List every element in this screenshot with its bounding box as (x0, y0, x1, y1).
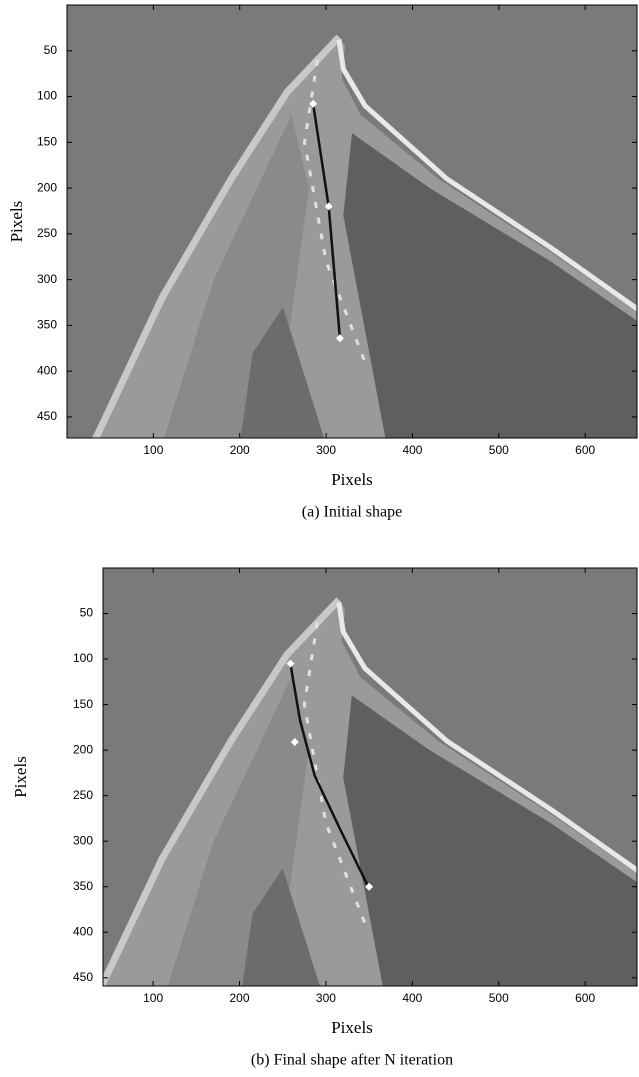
y-tick-label: 450 (73, 970, 93, 984)
y-tick-label: 450 (37, 409, 57, 423)
y-axis-label: Pixels (7, 201, 26, 243)
x-tick-label: 600 (575, 991, 595, 1005)
plot-area (67, 5, 639, 463)
y-tick-label: 350 (73, 879, 93, 893)
y-tick-label: 300 (73, 833, 93, 847)
x-tick-label: 300 (316, 991, 336, 1005)
x-tick-label: 200 (230, 443, 250, 457)
y-axis-label: Pixels (11, 756, 30, 798)
y-tick-label: 150 (73, 697, 93, 711)
x-tick-label: 100 (143, 991, 163, 1005)
x-tick-label: 600 (575, 443, 595, 457)
y-tick-label: 400 (37, 363, 57, 377)
plot-area (67, 568, 639, 1023)
x-axis-label: Pixels (331, 470, 373, 489)
y-tick-label: 350 (37, 318, 57, 332)
caption: (a) Initial shape (302, 504, 402, 521)
caption: (b) Final shape after N iteration (251, 1052, 453, 1069)
y-tick-label: 200 (73, 742, 93, 756)
x-axis-label: Pixels (331, 1018, 373, 1037)
y-tick-label: 50 (80, 606, 94, 620)
figure: 100 200 300 400 500 600 50 100 150 200 250 300 350 40… (0, 0, 639, 1077)
y-tick-label: 400 (73, 924, 93, 938)
x-tick-label: 400 (402, 443, 422, 457)
y-tick-label: 100 (73, 651, 93, 665)
y-tick-label: 250 (73, 788, 93, 802)
page: {"chart_data": [ {"type": "image", "capt… (0, 0, 639, 1077)
y-tick-label: 100 (37, 89, 57, 103)
y-tick-label: 250 (37, 226, 57, 240)
y-tick-label: 50 (44, 43, 58, 57)
y-tick-label: 200 (37, 180, 57, 194)
x-tick-label: 100 (143, 443, 163, 457)
x-tick-label: 500 (489, 991, 509, 1005)
y-tick-label: 300 (37, 272, 57, 286)
x-tick-label: 400 (402, 991, 422, 1005)
x-tick-label: 500 (489, 443, 509, 457)
x-tick-label: 200 (230, 991, 250, 1005)
y-tick-label: 150 (37, 134, 57, 148)
x-tick-label: 300 (316, 443, 336, 457)
